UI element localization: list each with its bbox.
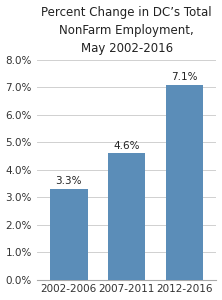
Bar: [166, 85, 203, 280]
Text: 4.6%: 4.6%: [113, 140, 140, 151]
Bar: [108, 153, 145, 280]
Text: 7.1%: 7.1%: [171, 72, 198, 82]
Text: 3.3%: 3.3%: [56, 176, 82, 186]
Title: Percent Change in DC’s Total
NonFarm Employment,
May 2002-2016: Percent Change in DC’s Total NonFarm Emp…: [41, 6, 212, 55]
Bar: [50, 189, 87, 280]
